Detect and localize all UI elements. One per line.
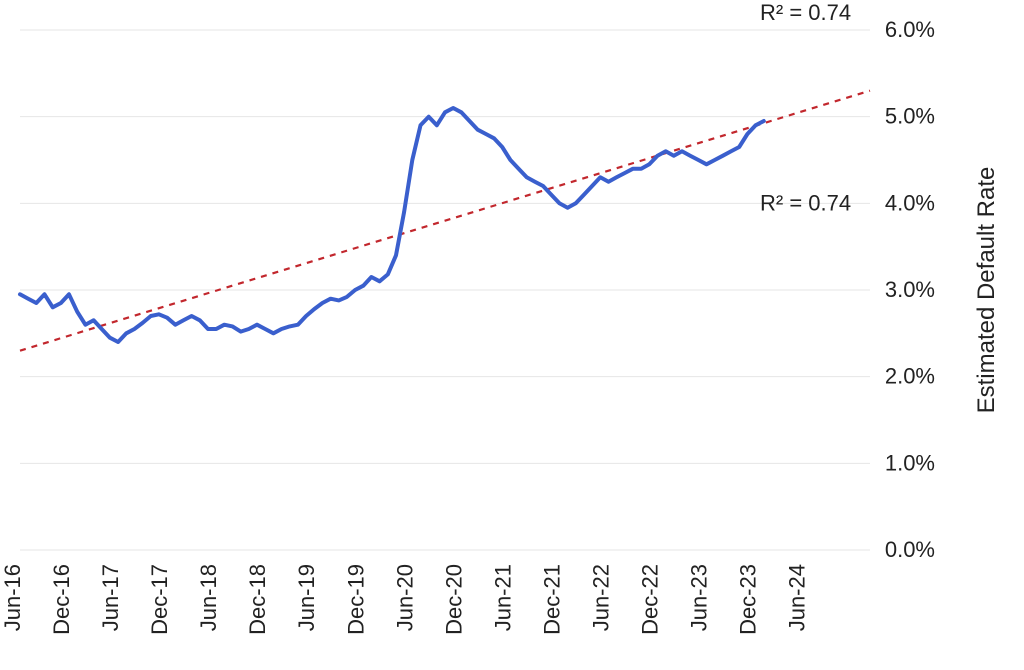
x-tick-label: Dec-16: [49, 564, 74, 635]
x-tick-label: Jun-23: [687, 564, 712, 631]
x-tick-labels: Jun-16 Dec-16 Jun-17 Dec-17 Jun-18 Dec-18 Jun-…: [0, 564, 810, 635]
y-tick-label: 0.0%: [885, 537, 935, 562]
r-squared-label-top: R² = 0.74: [760, 0, 851, 25]
x-tick-label: Dec-21: [539, 564, 564, 635]
x-tick-label: Dec-23: [736, 564, 761, 635]
x-tick-label: Jun-16: [0, 564, 25, 631]
y-tick-labels: 0.0% 1.0% 2.0% 3.0% 4.0% 5.0% 6.0%: [885, 17, 935, 562]
x-tick-label: Dec-20: [441, 564, 466, 635]
x-tick-label: Jun-20: [392, 564, 417, 631]
y-tick-label: 1.0%: [885, 450, 935, 475]
y-tick-label: 4.0%: [885, 190, 935, 215]
x-tick-label: Dec-17: [147, 564, 172, 635]
chart-svg: 0.0% 1.0% 2.0% 3.0% 4.0% 5.0% 6.0% Jun-16 Dec-1…: [0, 0, 1024, 670]
data-series-line: [20, 108, 764, 342]
grid-lines: [20, 30, 870, 550]
y-tick-label: 3.0%: [885, 277, 935, 302]
x-tick-label: Jun-24: [785, 564, 810, 631]
trend-line: [20, 91, 870, 351]
y-tick-label: 2.0%: [885, 364, 935, 389]
x-tick-label: Dec-19: [343, 564, 368, 635]
x-tick-label: Dec-18: [245, 564, 270, 635]
x-tick-label: Jun-17: [98, 564, 123, 631]
x-tick-label: Jun-19: [294, 564, 319, 631]
x-tick-label: Jun-18: [196, 564, 221, 631]
x-tick-label: Dec-22: [638, 564, 663, 635]
y-tick-label: 6.0%: [885, 17, 935, 42]
y-axis-title: Estimated Default Rate: [973, 167, 1000, 414]
x-tick-label: Jun-21: [490, 564, 515, 631]
r-squared-label-mid: R² = 0.74: [760, 190, 851, 215]
x-tick-label: Jun-22: [588, 564, 613, 631]
y-tick-label: 5.0%: [885, 104, 935, 129]
default-rate-chart: 0.0% 1.0% 2.0% 3.0% 4.0% 5.0% 6.0% Jun-16 Dec-1…: [0, 0, 1024, 670]
